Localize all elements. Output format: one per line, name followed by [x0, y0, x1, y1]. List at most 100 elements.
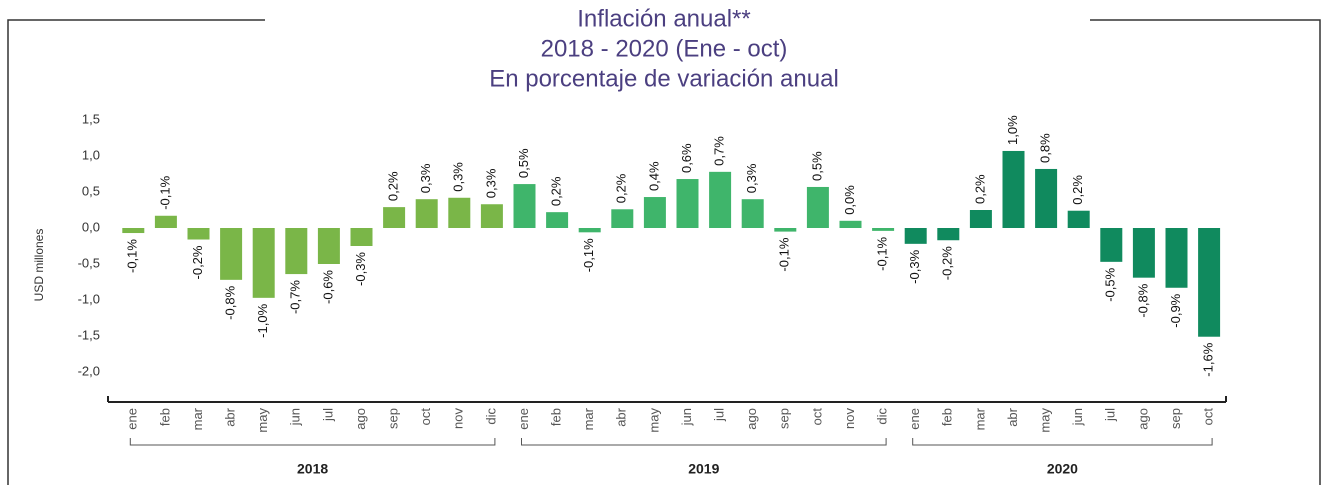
- value-label: 0,7%: [712, 136, 727, 166]
- bar: [578, 228, 601, 233]
- value-label: -0,2%: [940, 246, 955, 280]
- frame-right: [1090, 19, 1321, 485]
- value-label: 0,2%: [614, 173, 629, 203]
- bar: [252, 228, 275, 298]
- y-tick-label: -2,0: [78, 363, 100, 378]
- bar: [448, 197, 471, 228]
- x-tick-label: ago: [1135, 408, 1150, 430]
- bar: [1165, 228, 1188, 288]
- bar: [1132, 228, 1155, 278]
- bar: [709, 171, 732, 228]
- bar: [285, 228, 308, 275]
- chart-subtitle: En porcentaje de variación anual: [489, 65, 839, 92]
- bar: [1035, 168, 1058, 228]
- x-tick-label: jun: [679, 408, 694, 426]
- y-tick-label: 1,5: [82, 111, 100, 126]
- x-tick-label: mar: [972, 407, 987, 430]
- value-label: 1,0%: [1005, 115, 1020, 145]
- value-label: 0,2%: [549, 176, 564, 206]
- group-label: 2020: [1047, 461, 1078, 477]
- bar: [415, 199, 438, 228]
- value-label: -0,3%: [907, 249, 922, 283]
- group-label: 2018: [297, 461, 328, 477]
- value-label: -0,1%: [157, 175, 172, 209]
- bar: [122, 228, 145, 234]
- value-label: -0,8%: [223, 285, 238, 319]
- x-tick-label: sep: [386, 408, 401, 429]
- x-tick-label: ene: [516, 408, 531, 430]
- group-bracket: [129, 438, 496, 446]
- x-tick-label: sep: [1168, 408, 1183, 429]
- bar: [317, 228, 340, 264]
- y-tick-label: -0,5: [78, 255, 100, 270]
- x-tick-label: sep: [777, 408, 792, 429]
- x-tick-label: jun: [1070, 408, 1085, 426]
- x-tick-label: mar: [581, 407, 596, 430]
- bar: [806, 186, 829, 228]
- x-tick-label: jul: [1103, 408, 1118, 422]
- x-tick-label: oct: [1201, 408, 1216, 426]
- bar: [676, 179, 699, 228]
- frame: [7, 19, 1321, 485]
- value-label: -0,5%: [1103, 267, 1118, 301]
- bar: [350, 228, 373, 246]
- y-tick-label: 0,0: [82, 219, 100, 234]
- x-tick-label: jun: [288, 408, 303, 426]
- value-label: 0,0%: [842, 185, 857, 215]
- value-label: 0,2%: [386, 171, 401, 201]
- bar: [937, 228, 960, 241]
- value-label: 0,5%: [809, 151, 824, 181]
- value-label: -0,1%: [125, 239, 140, 273]
- value-label: 0,2%: [972, 174, 987, 204]
- x-tick-label: feb: [549, 408, 564, 426]
- bar: [513, 184, 536, 228]
- bar: [383, 207, 406, 228]
- group-label: 2019: [688, 461, 719, 477]
- bar: [774, 228, 797, 232]
- value-label: -0,1%: [777, 237, 792, 271]
- group-bracket: [912, 438, 1213, 446]
- x-tick-label: ene: [125, 408, 140, 430]
- value-label: -0,1%: [581, 238, 596, 272]
- y-tick-label: -1,0: [78, 291, 100, 306]
- bar: [480, 204, 503, 228]
- value-label: 0,2%: [1070, 175, 1085, 205]
- bar: [969, 210, 992, 228]
- bar: [220, 228, 243, 280]
- x-tick-label: ago: [353, 408, 368, 430]
- bar: [154, 215, 177, 228]
- value-label: 0,4%: [646, 161, 661, 191]
- x-tick-label: oct: [809, 408, 824, 426]
- bar: [546, 212, 569, 228]
- value-label: 0,3%: [451, 162, 466, 192]
- x-tick-label: abr: [223, 407, 238, 426]
- x-tick-label: dic: [875, 408, 890, 425]
- chart-title: Inflación anual**: [577, 5, 750, 32]
- value-label: -0,9%: [1168, 293, 1183, 327]
- bar: [741, 199, 764, 228]
- x-tick-label: may: [1038, 408, 1053, 433]
- group-bracket: [521, 438, 887, 446]
- bar: [904, 228, 927, 244]
- frame-left: [7, 19, 265, 485]
- value-label: -0,7%: [288, 280, 303, 314]
- x-tick-label: nov: [451, 408, 466, 429]
- chart-subtitle: 2018 - 2020 (Ene - oct): [541, 35, 788, 62]
- value-label: 0,5%: [516, 148, 531, 178]
- value-label: 0,8%: [1038, 133, 1053, 163]
- bar: [1002, 150, 1025, 228]
- bar: [187, 228, 210, 240]
- x-tick-label: abr: [614, 407, 629, 426]
- value-label: 0,3%: [418, 163, 433, 193]
- value-label: -0,3%: [353, 252, 368, 286]
- x-tick-label: may: [255, 408, 270, 433]
- bar: [839, 220, 862, 228]
- value-label: 0,6%: [679, 143, 694, 173]
- value-label: -0,8%: [1135, 283, 1150, 317]
- x-tick-label: ene: [907, 408, 922, 430]
- x-tick-label: feb: [940, 408, 955, 426]
- bar: [1100, 228, 1123, 262]
- bar: [1198, 228, 1221, 337]
- x-tick-label: jul: [320, 408, 335, 422]
